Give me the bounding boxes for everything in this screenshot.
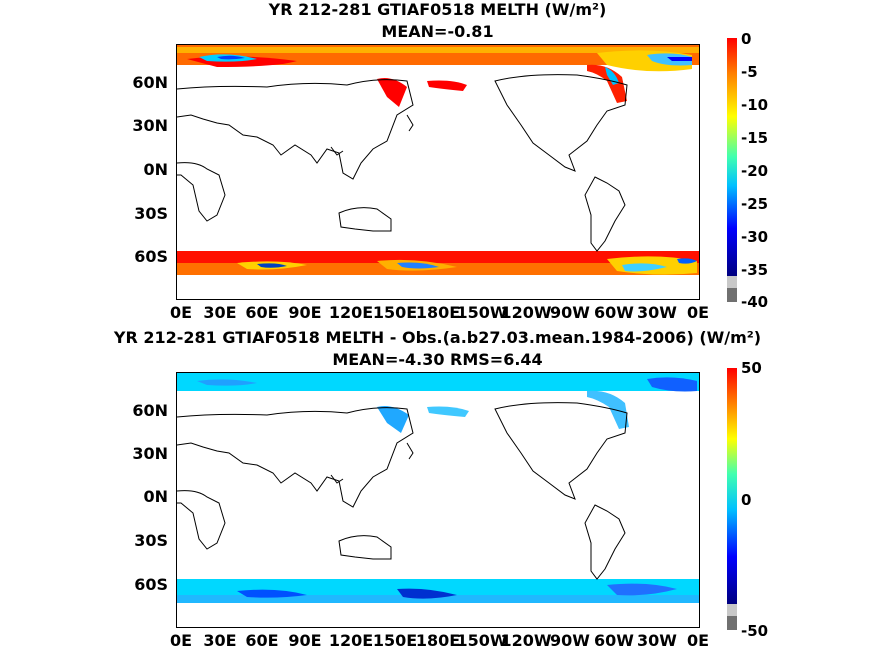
panel1-colorbar: [727, 38, 737, 302]
panel1-colorbar-tick: -10: [741, 96, 769, 114]
panel2-antarctic-field: [177, 579, 699, 603]
panel2-lon-label: 180E: [415, 631, 461, 650]
panel2-lon-label: 150W: [456, 631, 508, 650]
panel1-lat-label: 60N: [132, 73, 168, 92]
panel1-lon-label: 30E: [203, 303, 237, 322]
panel2-lat-label: 60N: [132, 401, 168, 420]
panel2-colorbar-tick: 50: [741, 359, 762, 377]
panel2-lat-label: 30S: [134, 531, 168, 550]
panel2-lat-label: 60S: [134, 575, 168, 594]
panel1-map: [176, 44, 700, 300]
panel1-coastlines: [177, 74, 628, 252]
panel2-arctic-field: [177, 373, 699, 433]
panel2-subtitle: MEAN=-4.30 RMS=6.44: [332, 350, 543, 369]
panel1-lon-label: 180E: [415, 303, 461, 322]
panel1-colorbar-tick: -40: [741, 293, 769, 311]
panel1-colorbar-tick: -20: [741, 162, 769, 180]
panel1-title: YR 212-281 GTIAF0518 MELTH (W/m²): [268, 0, 607, 19]
panel1-lon-label: 0E: [169, 303, 193, 322]
panel2-colorbar: [727, 368, 737, 630]
panel2-lon-label: 60W: [594, 631, 634, 650]
panel2-colorbar-tick: 0: [741, 491, 752, 509]
panel2-lon-label: 120W: [500, 631, 552, 650]
panel2-lon-label: 30E: [203, 631, 237, 650]
panel2-lat-label: 0N: [143, 487, 168, 506]
panel1-lat-label: 30N: [132, 116, 168, 135]
panel2-colorbar-tick: -50: [741, 622, 769, 640]
panel1-lat-label: 30S: [134, 204, 168, 223]
panel1-lon-label: 60W: [594, 303, 634, 322]
panel1-lon-label: 60E: [245, 303, 279, 322]
panel1-lat-label: 0N: [143, 160, 168, 179]
panel1-antarctic-field: [177, 251, 699, 275]
panel2-lon-label: 90W: [550, 631, 590, 650]
panel2-title: YR 212-281 GTIAF0518 MELTH - Obs.(a.b27.…: [113, 328, 762, 347]
panel1-lon-label: 150E: [372, 303, 418, 322]
panel2-coastlines: [177, 402, 628, 580]
panel1-lon-label: 120E: [328, 303, 374, 322]
panel2-lon-label: 30W: [637, 631, 677, 650]
panel2-map: [176, 372, 700, 628]
panel1-lon-label: 150W: [456, 303, 508, 322]
panel2-lon-label: 120E: [328, 631, 374, 650]
panel1-lon-label: 30W: [637, 303, 677, 322]
panel2-lon-label: 150E: [372, 631, 418, 650]
panel2-lon-label: 90E: [288, 631, 322, 650]
panel1-arctic-field: [177, 45, 699, 107]
panel1-lon-label: 90W: [550, 303, 590, 322]
panel2-lon-label: 0E: [686, 631, 710, 650]
panel1-colorbar-tick: 0: [741, 30, 752, 48]
panel2-lat-label: 30N: [132, 444, 168, 463]
panel1-lon-label: 90E: [288, 303, 322, 322]
panel1-colorbar-tick: -30: [741, 228, 769, 246]
panel1-lon-label: 0E: [686, 303, 710, 322]
panel1-colorbar-tick: -5: [741, 63, 758, 81]
panel1-lat-label: 60S: [134, 247, 168, 266]
panel1-colorbar-tick: -15: [741, 129, 769, 147]
panel2-lon-label: 60E: [245, 631, 279, 650]
panel1-colorbar-tick: -25: [741, 195, 769, 213]
panel1-subtitle: MEAN=-0.81: [381, 22, 494, 41]
panel1-colorbar-tick: -35: [741, 261, 769, 279]
panel2-lon-label: 0E: [169, 631, 193, 650]
panel1-lon-label: 120W: [500, 303, 552, 322]
